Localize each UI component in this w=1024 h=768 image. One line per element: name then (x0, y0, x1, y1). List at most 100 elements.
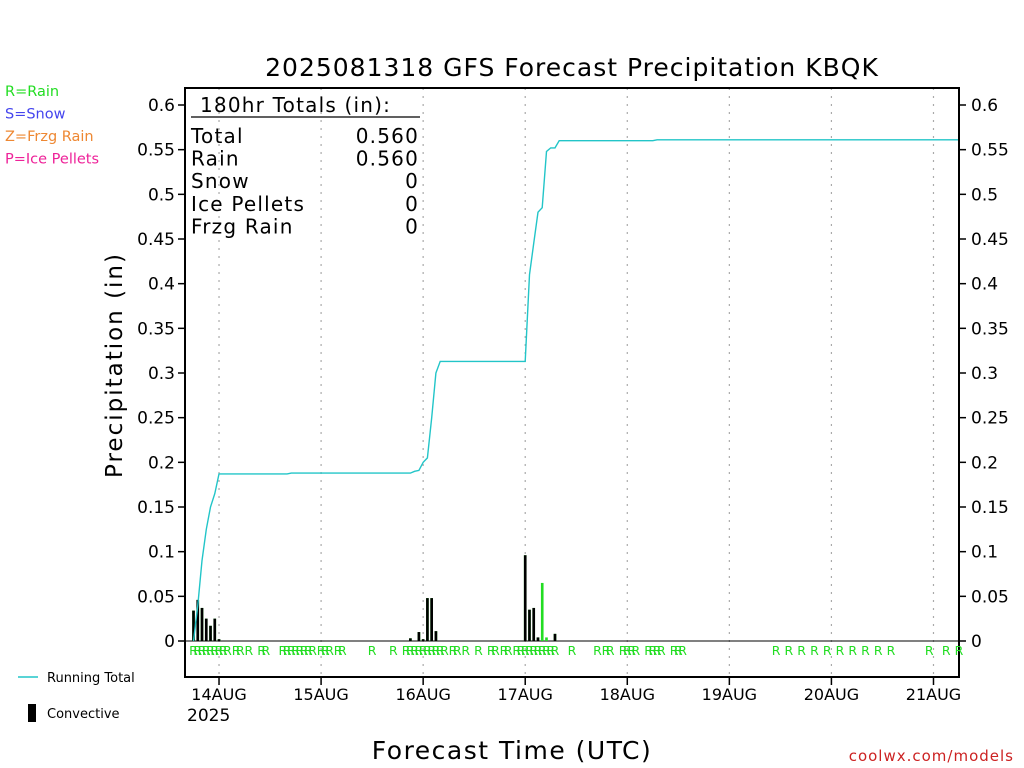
ptype-letter: R (848, 643, 857, 658)
precip-bar (545, 637, 548, 641)
x-tick-label: 19AUG (702, 685, 757, 704)
ptype-letter: R (619, 643, 628, 658)
y-axis-right: 0 0.05 0.1 0.15 0.2 0.25 0.3 0.35 0.4 0.45 0.5 0.55… (959, 96, 1009, 652)
ptype-letter: R (568, 643, 577, 658)
ptype-letter: R (602, 643, 611, 658)
convective-bar (421, 639, 425, 641)
convective-bar (532, 607, 536, 641)
ptype-letter: R (525, 643, 534, 658)
y-tick-label-left: 0.2 (148, 453, 175, 473)
x-axis-title: Forecast Time (UTC) (372, 736, 652, 765)
x-tick-label: 20AUG (804, 685, 859, 704)
ptype-letter: R (278, 643, 287, 658)
ptype-letter: R (295, 643, 304, 658)
ptype-letter: R (198, 643, 207, 658)
ptype-letter: R (410, 643, 419, 658)
ptype-letter: R (325, 643, 334, 658)
y-tick-label-right: 0.6 (971, 96, 998, 116)
ptype-letter: R (772, 643, 781, 658)
ptype-letter: R (517, 643, 526, 658)
legend-running-total-label: Running Total (47, 671, 135, 686)
ptype-letter: R (955, 643, 964, 658)
ptype-letter: R (244, 643, 253, 658)
ptype-letter: R (436, 643, 445, 658)
totals-row-label: Frzg Rain (191, 214, 294, 238)
totals-row-label: Rain (191, 147, 240, 171)
convective-bar (553, 633, 557, 641)
ptype-letter: R (334, 643, 343, 658)
x-tick-label: 16AUG (395, 685, 450, 704)
ptype-letter: R (368, 643, 377, 658)
ptype-letter: R (219, 643, 228, 658)
y-tick-label-right: 0.4 (971, 275, 998, 295)
ptype-letter: R (785, 643, 794, 658)
x-tick-label: 15AUG (293, 685, 348, 704)
y-tick-label-left: 0.45 (137, 230, 175, 250)
ptype-legend-item: R=Rain (5, 84, 59, 100)
y-tick-label-left: 0.4 (148, 275, 175, 295)
ptype-letter: R (529, 643, 538, 658)
y-tick-label-left: 0.3 (148, 364, 175, 384)
totals-row-value: 0.560 (356, 147, 419, 171)
y-tick-label-right: 0.1 (971, 543, 998, 563)
ptype-letter: R (317, 643, 326, 658)
convective-bar (213, 618, 217, 641)
ptype-letter: R (810, 643, 819, 658)
y-tick-label-right: 0.2 (971, 453, 998, 473)
y-tick-label-left: 0.55 (137, 141, 175, 161)
ptype-letter: R (261, 643, 270, 658)
ptype-letter: R (389, 643, 398, 658)
legend-convective-swatch (28, 704, 36, 722)
ptype-letter: R (836, 643, 845, 658)
y-tick-label-left: 0.5 (148, 185, 175, 205)
ptype-letter: R (631, 643, 640, 658)
ptype-letter: R (406, 643, 415, 658)
ptype-letter: R (321, 643, 330, 658)
ptype-letter: R (206, 643, 215, 658)
legend-convective-label: Convective (47, 707, 120, 722)
y-tick-label-right: 0.3 (971, 364, 998, 384)
y-axis-title: Precipitation (in) (102, 252, 128, 478)
ptype-letter: R (674, 643, 683, 658)
totals-box: 180hr Totals (in): Total 0.560 Rain 0.560 Sn… (190, 93, 420, 238)
ptype-letter: R (461, 643, 470, 658)
year-label: 2025 (187, 706, 230, 726)
totals-row-label: Ice Pellets (191, 192, 305, 216)
ptype-letter: R (223, 643, 232, 658)
ptype-letter: R (823, 643, 832, 658)
totals-row-label: Total (190, 124, 244, 148)
totals-header: 180hr Totals (in): (200, 93, 391, 117)
totals-row-value: 0 (405, 192, 419, 216)
ptype-letter: R (797, 643, 806, 658)
y-tick-label-left: 0.1 (148, 543, 175, 563)
y-axis-left: 0 0.05 0.1 0.15 0.2 0.25 0.3 0.35 0.4 0.45 0.5 0.55… (137, 96, 185, 652)
x-tick-label: 14AUG (191, 685, 246, 704)
bars-layer (192, 555, 557, 641)
ptype-letter: R (593, 643, 602, 658)
y-tick-label-right: 0.25 (971, 409, 1009, 429)
convective-bar (209, 625, 212, 641)
y-tick-label-left: 0.25 (137, 409, 175, 429)
ptype-letter: R (546, 643, 555, 658)
ptype-letter: R (210, 643, 219, 658)
ptype-letter: R (653, 643, 662, 658)
ptype-legend-item: Z=Frzg Rain (5, 129, 94, 145)
y-tick-label-left: 0.05 (137, 587, 175, 607)
ptype-letter: R (648, 643, 657, 658)
ptype-legend-item: P=Ice Pellets (5, 152, 99, 168)
ptype-letter: R (925, 643, 934, 658)
x-tick-label: 21AUG (906, 685, 961, 704)
ptype-letter: R (942, 643, 951, 658)
ptype-letter: R (402, 643, 411, 658)
ptype-letter: R (887, 643, 896, 658)
convective-bar (196, 599, 200, 641)
convective-bar (409, 638, 412, 641)
ptype-letter: R (534, 643, 543, 658)
ptype-letter: R (627, 643, 636, 658)
y-tick-label-left: 0 (164, 632, 175, 652)
ptype-letter: R (474, 643, 483, 658)
y-tick-label-right: 0 (971, 632, 982, 652)
y-tick-label-right: 0.15 (971, 498, 1009, 518)
ptype-letter: R (623, 643, 632, 658)
